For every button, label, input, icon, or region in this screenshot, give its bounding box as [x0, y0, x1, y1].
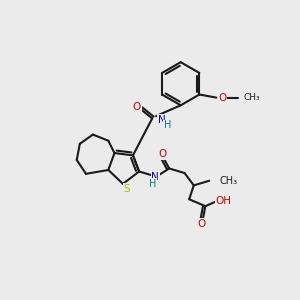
- Text: H: H: [164, 120, 171, 130]
- Text: CH₃: CH₃: [220, 176, 238, 186]
- Text: H: H: [149, 179, 157, 189]
- Text: O: O: [197, 219, 206, 229]
- Text: S: S: [124, 184, 130, 194]
- Text: N: N: [158, 115, 165, 125]
- Text: N: N: [152, 172, 159, 182]
- Text: O: O: [133, 102, 141, 112]
- Text: O: O: [218, 93, 226, 103]
- Text: OH: OH: [216, 196, 232, 206]
- Text: O: O: [158, 149, 166, 159]
- Text: CH₃: CH₃: [243, 93, 260, 102]
